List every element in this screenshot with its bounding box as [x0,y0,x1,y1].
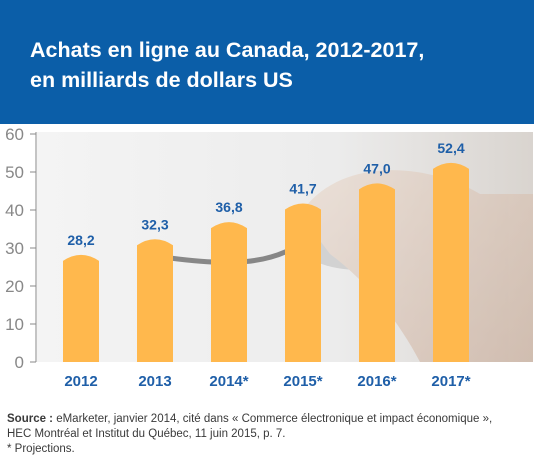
y-tick-label: 10 [5,315,24,334]
y-tick-label: 50 [5,163,24,182]
value-labels: 28,2 32,3 36,8 41,7 47,0 52,4 [67,140,464,248]
data-label: 41,7 [289,181,316,197]
source-line-2: HEC Montréal et Institut du Québec, 11 j… [7,428,286,440]
y-tick-label: 40 [5,201,24,220]
data-label: 52,4 [437,140,464,156]
data-label: 47,0 [363,160,390,176]
data-label: 36,8 [215,199,242,215]
bar [433,162,469,362]
chart-footer: Source : eMarketer, janvier 2014, cité d… [7,412,492,457]
x-tick-label: 2013 [138,373,171,390]
y-axis: 0 10 20 30 40 50 60 [5,125,37,372]
x-axis-labels: 2012 2013 2014* 2015* 2016* 2017* [64,373,470,390]
y-tick-label: 0 [15,353,24,372]
source-note: Source : eMarketer, janvier 2014, cité d… [7,412,492,427]
x-tick-label: 2012 [64,373,97,390]
x-tick-label: 2014* [209,373,248,390]
bar [211,222,247,362]
x-tick-label: 2016* [357,373,396,390]
bar-chart: 0 10 20 30 40 50 60 28,2 32,3 36,8 41,7 47,0 52,4 2… [5,125,533,390]
data-label: 32,3 [141,216,168,232]
y-tick-label: 30 [5,239,24,258]
data-label: 28,2 [67,232,94,248]
y-tick-label: 60 [5,125,24,144]
bar [359,183,395,362]
source-label: Source : [7,413,54,425]
x-tick-label: 2015* [283,373,322,390]
projection-note: * Projections. [7,443,75,455]
y-tick-label: 20 [5,277,24,296]
chart-title-line-1: Achats en ligne au Canada, 2012-2017, [30,38,425,62]
chart-title-line-2: en milliards de dollars US [30,68,293,92]
chart-header: Achats en ligne au Canada, 2012-2017, en… [0,0,534,124]
source-text: eMarketer, janvier 2014, cité dans « Com… [53,413,493,425]
bar [137,239,173,362]
bar [63,254,99,362]
bar [285,203,321,362]
x-tick-label: 2017* [431,373,470,390]
bars [63,162,469,362]
